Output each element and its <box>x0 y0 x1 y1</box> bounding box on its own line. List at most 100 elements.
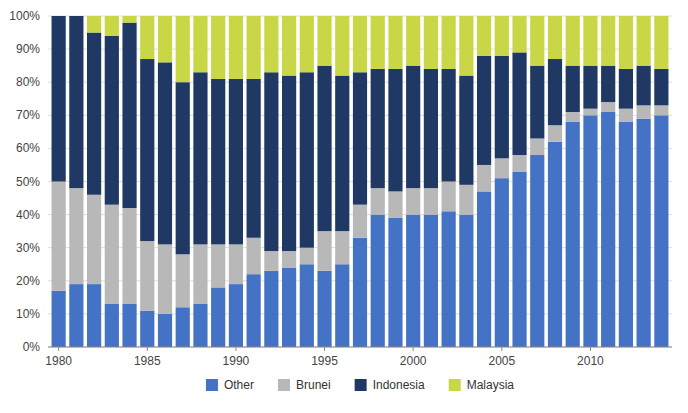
bar-segment <box>495 158 509 178</box>
bar-segment <box>637 66 651 106</box>
bar-segment <box>548 16 562 59</box>
bar-segment <box>424 188 438 214</box>
y-tick-label: 40% <box>16 208 40 222</box>
bar-segment <box>158 314 172 347</box>
x-axis-line <box>48 347 672 348</box>
bar-segment <box>87 195 101 284</box>
bar-segment <box>530 16 544 66</box>
bar-segment <box>105 304 119 347</box>
legend-label: Malaysia <box>467 378 515 392</box>
bar-segment <box>122 16 136 23</box>
bar-segment <box>122 23 136 208</box>
y-tick-label: 20% <box>16 274 40 288</box>
bar-segment <box>654 115 668 347</box>
bar-segment <box>264 72 278 251</box>
bar-segment <box>512 16 526 52</box>
bar-segment <box>601 102 615 112</box>
bar-segment <box>406 66 420 188</box>
bar-segment <box>548 59 562 125</box>
bar-segment <box>140 311 154 347</box>
x-tick <box>590 347 591 351</box>
bar-segment <box>548 142 562 347</box>
bar-segment <box>583 115 597 347</box>
bar-segment <box>388 16 402 69</box>
bar-segment <box>247 238 261 274</box>
legend-label: Other <box>224 378 254 392</box>
bar-segment <box>619 122 633 347</box>
bar-segment <box>282 16 296 76</box>
bar-segment <box>654 69 668 105</box>
y-tick-label: 30% <box>16 241 40 255</box>
bar-segment <box>211 244 225 287</box>
bar-segment <box>193 16 207 72</box>
bar-segment <box>495 56 509 159</box>
bar-segment <box>424 69 438 188</box>
bar-segment <box>176 307 190 347</box>
bar-segment <box>371 215 385 347</box>
bar-segment <box>548 125 562 142</box>
bar-segment <box>176 16 190 82</box>
bar-segment <box>193 244 207 304</box>
x-tick <box>501 347 502 351</box>
bar-segment <box>176 82 190 254</box>
bar-segment <box>495 178 509 347</box>
legend-label: Brunei <box>296 378 331 392</box>
bar-segment <box>442 211 456 347</box>
bar-segment <box>566 16 580 66</box>
bar-segment <box>282 251 296 268</box>
bar-segment <box>69 16 83 17</box>
bar-segment <box>193 72 207 244</box>
bar-segment <box>477 16 491 56</box>
legend-swatch <box>278 379 290 391</box>
bar-segment <box>87 16 101 33</box>
bar-segment <box>601 112 615 347</box>
bar-segment <box>406 16 420 66</box>
y-tick-label: 60% <box>16 141 40 155</box>
bar-segment <box>566 66 580 112</box>
bar-segment <box>459 185 473 215</box>
bar-segment <box>140 16 154 59</box>
bar-segment <box>211 79 225 245</box>
bar-segment <box>87 284 101 347</box>
bar-segment <box>317 271 331 347</box>
bar-segment <box>424 215 438 347</box>
bar-segment <box>566 122 580 347</box>
bar-segment <box>264 251 278 271</box>
y-tick-label: 0% <box>23 340 41 354</box>
y-tick-label: 70% <box>16 108 40 122</box>
bar-segment <box>459 76 473 185</box>
bar-segment <box>193 304 207 347</box>
bar-segment <box>140 241 154 311</box>
bar-segment <box>69 188 83 284</box>
bar-segment <box>122 304 136 347</box>
y-tick-label: 90% <box>16 42 40 56</box>
x-tick-label: 1985 <box>134 354 161 368</box>
bar-segment <box>371 16 385 69</box>
bar-segment <box>495 16 509 56</box>
bar-segment <box>247 16 261 79</box>
bar-segment <box>247 274 261 347</box>
bar-segment <box>353 205 367 238</box>
background <box>0 0 688 413</box>
bar-segment <box>300 264 314 347</box>
bar-segment <box>477 165 491 191</box>
bar-segment <box>229 16 243 79</box>
bar-segment <box>52 16 66 17</box>
bar-segment <box>300 248 314 265</box>
legend-swatch <box>355 379 367 391</box>
bar-segment <box>87 33 101 195</box>
bar-segment <box>52 16 66 182</box>
bar-segment <box>583 16 597 66</box>
bars <box>52 16 669 347</box>
bar-segment <box>654 16 668 69</box>
bar-segment <box>353 16 367 72</box>
bar-segment <box>158 16 172 62</box>
bar-segment <box>353 72 367 204</box>
bar-segment <box>459 16 473 76</box>
grid <box>48 16 672 347</box>
grid-line <box>48 347 672 348</box>
bar-segment <box>371 188 385 214</box>
bar-segment <box>229 284 243 347</box>
bar-segment <box>105 205 119 304</box>
bar-segment <box>317 66 331 232</box>
